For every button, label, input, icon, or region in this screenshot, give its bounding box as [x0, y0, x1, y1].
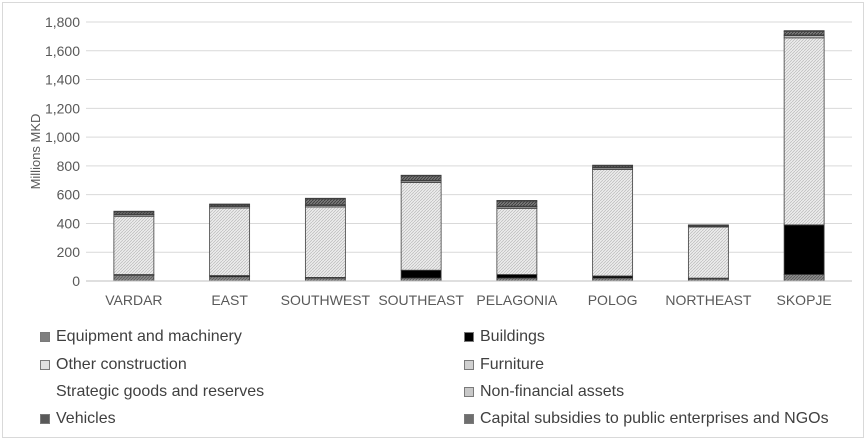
bar-segment	[783, 30, 825, 36]
y-tick-label: 600	[57, 187, 81, 203]
legend-item: Capital subsidies to public enterprises …	[464, 410, 829, 428]
bar-segment	[400, 174, 442, 177]
legend-item: Furniture	[464, 356, 544, 374]
x-tick-label: SKOPJE	[777, 292, 832, 308]
bar-segment	[209, 207, 251, 276]
x-tick-label: SOUTHWEST	[281, 292, 371, 308]
legend-item: Buildings	[464, 328, 545, 346]
legend-swatch	[464, 387, 474, 397]
legend: Equipment and machinery Buildings Other co…	[40, 328, 840, 438]
legend-item: Strategic goods and reserves	[40, 383, 264, 401]
legend-item: Other construction	[40, 356, 187, 374]
bar-segment	[496, 200, 538, 207]
bar-segment	[783, 274, 825, 282]
legend-swatch	[40, 332, 50, 342]
bar-segment	[113, 215, 155, 275]
bar-segment	[496, 274, 538, 279]
y-tick-label: 1,400	[45, 72, 80, 88]
x-tick-label: EAST	[211, 292, 248, 308]
y-tick-label: 400	[57, 215, 81, 231]
x-tick-label: POLOG	[588, 292, 638, 308]
bar-segment	[783, 37, 825, 226]
x-tick-label: NORTHEAST	[665, 292, 752, 308]
bar-segment	[496, 200, 538, 202]
bar-segment	[592, 164, 634, 167]
y-axis-title: Millions MKD	[28, 114, 43, 190]
bar-segment	[400, 175, 442, 181]
bar-segment	[113, 274, 155, 282]
bar-segment	[783, 224, 825, 275]
y-tick-label: 800	[57, 158, 81, 174]
bar-segment	[400, 269, 442, 279]
x-tick-label: SOUTHEAST	[378, 292, 464, 308]
legend-label: Capital subsidies to public enterprises …	[480, 410, 829, 427]
legend-item: Non-financial assets	[464, 383, 624, 401]
bar-segment	[304, 197, 346, 200]
legend-item: Equipment and machinery	[40, 328, 242, 346]
y-tick-label: 0	[72, 273, 80, 289]
legend-label: Other construction	[56, 356, 187, 373]
legend-swatch	[40, 387, 50, 397]
legend-swatch	[464, 360, 474, 370]
legend-label: Strategic goods and reserves	[56, 383, 265, 400]
legend-label: Non-financial assets	[480, 383, 625, 400]
legend-label: Buildings	[480, 328, 545, 345]
y-tick-label: 1,000	[45, 129, 80, 145]
y-tick-label: 1,200	[45, 100, 80, 116]
legend-label: Equipment and machinery	[56, 328, 242, 345]
y-tick-label: 200	[57, 244, 81, 260]
legend-swatch	[40, 360, 50, 370]
bar-segment	[496, 207, 538, 275]
bar-segment	[113, 210, 155, 213]
legend-swatch	[464, 332, 474, 342]
bar-segment	[304, 206, 346, 278]
bar-segment	[592, 169, 634, 277]
bar-segment	[304, 198, 346, 206]
legend-item: Vehicles	[40, 410, 116, 428]
y-tick-label: 1,800	[45, 14, 80, 30]
x-tick-label: VARDAR	[105, 292, 162, 308]
bar-segment	[783, 30, 825, 32]
bar-segment	[209, 276, 251, 282]
x-tick-label: PELAGONIA	[476, 292, 558, 308]
bar-segment	[687, 226, 729, 279]
y-tick-label: 1,600	[45, 43, 80, 59]
legend-label: Vehicles	[56, 410, 116, 427]
bar-segment	[209, 203, 251, 205]
legend-swatch	[40, 414, 50, 424]
legend-swatch	[464, 414, 474, 424]
legend-label: Furniture	[480, 356, 545, 373]
bar-segment	[400, 182, 442, 271]
